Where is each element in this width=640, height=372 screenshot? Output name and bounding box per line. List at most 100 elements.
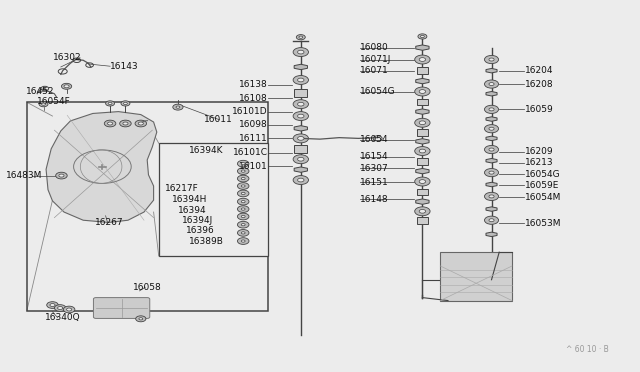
Circle shape <box>293 76 308 84</box>
Circle shape <box>489 127 494 130</box>
FancyBboxPatch shape <box>440 252 512 301</box>
Circle shape <box>298 50 304 54</box>
Bar <box>27 102 268 311</box>
Text: 16108: 16108 <box>239 94 268 103</box>
Circle shape <box>489 108 494 111</box>
Circle shape <box>293 112 308 121</box>
Text: 16071: 16071 <box>360 66 388 75</box>
Bar <box>294 145 307 153</box>
Text: 16307: 16307 <box>360 164 388 173</box>
Circle shape <box>237 198 249 205</box>
Circle shape <box>237 230 249 236</box>
Circle shape <box>241 232 245 234</box>
Text: 16396: 16396 <box>186 226 214 235</box>
Circle shape <box>64 85 69 88</box>
Circle shape <box>124 102 127 105</box>
Circle shape <box>293 48 308 57</box>
Text: 16389B: 16389B <box>189 237 223 246</box>
Text: 16394H: 16394H <box>172 195 207 204</box>
Polygon shape <box>416 169 429 174</box>
Circle shape <box>298 102 304 106</box>
Text: 16071J: 16071J <box>360 55 391 64</box>
Circle shape <box>63 306 75 313</box>
Circle shape <box>50 304 55 307</box>
Text: 16111: 16111 <box>239 134 268 143</box>
Circle shape <box>173 104 183 110</box>
Text: 16208: 16208 <box>525 80 554 89</box>
Circle shape <box>415 207 430 216</box>
Circle shape <box>59 174 64 177</box>
Circle shape <box>135 120 147 127</box>
Text: 16138: 16138 <box>239 80 268 89</box>
Text: 16101D: 16101D <box>232 107 268 116</box>
Circle shape <box>241 163 245 165</box>
Polygon shape <box>486 117 497 121</box>
Circle shape <box>489 219 494 222</box>
Circle shape <box>237 238 249 244</box>
Circle shape <box>298 114 304 118</box>
Circle shape <box>237 213 249 220</box>
Circle shape <box>54 305 66 311</box>
Circle shape <box>237 160 249 167</box>
Circle shape <box>241 224 245 226</box>
Text: 16054G: 16054G <box>525 170 561 179</box>
Text: 16483M: 16483M <box>6 171 43 180</box>
Circle shape <box>106 101 115 106</box>
Circle shape <box>415 118 430 127</box>
Circle shape <box>489 58 494 61</box>
Text: 16151: 16151 <box>360 178 388 187</box>
Circle shape <box>484 169 499 177</box>
Text: 16101: 16101 <box>239 162 268 171</box>
Text: 16302: 16302 <box>53 53 82 62</box>
Circle shape <box>293 155 308 164</box>
Circle shape <box>489 171 494 174</box>
Circle shape <box>489 195 494 198</box>
Circle shape <box>120 120 131 127</box>
Polygon shape <box>486 158 497 163</box>
Text: 16267: 16267 <box>95 218 124 227</box>
Circle shape <box>484 145 499 154</box>
Circle shape <box>484 80 499 88</box>
Circle shape <box>241 240 245 242</box>
Text: 16148: 16148 <box>360 195 388 204</box>
Polygon shape <box>294 167 307 172</box>
Circle shape <box>298 157 304 161</box>
Circle shape <box>237 190 249 197</box>
Circle shape <box>293 100 308 109</box>
Text: 16394J: 16394J <box>182 216 213 225</box>
Text: 16143: 16143 <box>110 62 139 71</box>
Text: 16058: 16058 <box>132 283 161 292</box>
Text: 16213: 16213 <box>525 158 554 167</box>
Circle shape <box>42 103 45 105</box>
Circle shape <box>136 316 146 322</box>
Text: 16098: 16098 <box>239 121 268 129</box>
Circle shape <box>419 121 426 125</box>
Circle shape <box>420 35 424 38</box>
Text: ^ 60 10 · B: ^ 60 10 · B <box>566 345 609 354</box>
Circle shape <box>415 87 430 96</box>
Text: 16209: 16209 <box>525 147 554 156</box>
Text: 16053M: 16053M <box>525 219 561 228</box>
Text: 16080: 16080 <box>360 43 388 52</box>
Circle shape <box>415 55 430 64</box>
Circle shape <box>489 148 494 151</box>
Circle shape <box>415 177 430 186</box>
Circle shape <box>298 78 304 82</box>
Text: 16394K: 16394K <box>189 146 224 155</box>
Circle shape <box>293 176 308 185</box>
Circle shape <box>39 102 48 107</box>
Bar <box>417 67 428 74</box>
Circle shape <box>121 101 130 106</box>
Bar <box>417 99 428 105</box>
Circle shape <box>56 172 67 179</box>
Polygon shape <box>294 126 307 131</box>
Text: 16011: 16011 <box>204 115 232 124</box>
Polygon shape <box>416 199 429 204</box>
FancyBboxPatch shape <box>93 298 150 318</box>
Circle shape <box>237 221 249 228</box>
Text: 16059: 16059 <box>525 105 554 114</box>
Text: 16340Q: 16340Q <box>45 313 81 322</box>
Circle shape <box>139 318 143 320</box>
Text: 16452: 16452 <box>26 87 54 96</box>
Circle shape <box>484 55 499 64</box>
